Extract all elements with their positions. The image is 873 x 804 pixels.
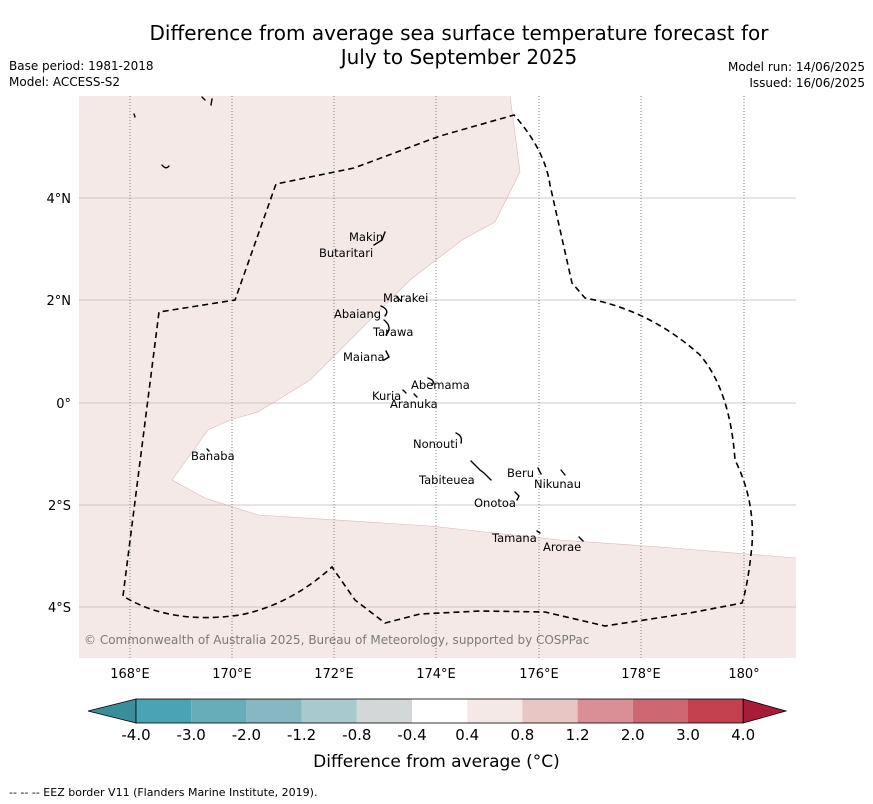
island-label-onotoa: Onotoa — [474, 496, 516, 510]
island-outlines — [133, 96, 584, 542]
base-period: Base period: 1981-2018 — [9, 59, 154, 73]
colorbar-bin — [191, 699, 247, 723]
lon-label: 168°E — [110, 667, 150, 682]
lat-label: 4°N — [47, 192, 72, 207]
colorbar-tick-label: 1.2 — [565, 726, 590, 744]
colorbar-bin — [632, 699, 688, 723]
colorbar-bin — [136, 699, 192, 723]
model-name: Model: ACCESS-S2 — [9, 75, 121, 89]
colorbar-tick-label: -0.8 — [342, 726, 372, 744]
model-info: Base period: 1981-2018 Model: ACCESS-S2 — [9, 58, 154, 90]
colorbar-label: Difference from average (°C) — [313, 752, 560, 772]
colorbar-extend-high — [742, 698, 788, 724]
colorbar-bin — [467, 699, 523, 723]
page-title: Difference from average sea surface temp… — [45, 21, 873, 69]
model-run: Model run: 14/06/2025 — [727, 60, 865, 74]
colorbar-bin — [522, 699, 578, 723]
colorbar-tick-label: 0.8 — [510, 726, 535, 744]
lon-label: 172°E — [314, 667, 354, 682]
title-line-2: July to September 2025 — [340, 45, 578, 69]
island-label-butaritari: Butaritari — [319, 246, 373, 260]
colorbar-tick-label: -2.0 — [231, 726, 262, 744]
lat-label: 0° — [56, 397, 71, 412]
island-label-aranuka: Aranuka — [390, 397, 438, 411]
colorbar-tick-label: 4.0 — [731, 726, 756, 744]
colorbar-tick-label: -4.0 — [121, 726, 151, 744]
colorbar-extend-low — [87, 698, 137, 724]
lat-label: 4°S — [48, 601, 71, 616]
lon-label: 180° — [728, 667, 759, 682]
issued-date: Issued: 16/06/2025 — [749, 76, 865, 90]
island-label-tamana: Tamana — [491, 531, 537, 545]
lat-label: 2°N — [47, 294, 72, 309]
colorbar-bin — [577, 699, 633, 723]
eez-credit: -- -- -- EEZ border V11 (Flanders Marine… — [9, 786, 318, 799]
lon-label: 170°E — [212, 667, 252, 682]
island-label-tarawa: Tarawa — [372, 325, 413, 339]
colorbar-bin — [356, 699, 412, 723]
colorbar — [87, 698, 788, 724]
title-line-1: Difference from average sea surface temp… — [149, 21, 769, 45]
colorbar-bin — [246, 699, 302, 723]
colorbar-tick-label: -1.2 — [286, 726, 317, 744]
colorbar-bin — [688, 699, 744, 723]
latitude-labels: 4°N 2°N 0° 2°S 4°S — [47, 192, 72, 616]
colorbar-bin — [301, 699, 357, 723]
island-label-maiana: Maiana — [343, 350, 385, 364]
copyright-notice: © Commonwealth of Australia 2025, Bureau… — [84, 633, 589, 647]
island-label-marakei: Marakei — [383, 291, 428, 305]
lat-label: 2°S — [48, 499, 71, 514]
run-info: Model run: 14/06/2025 Issued: 16/06/2025 — [728, 59, 865, 91]
island-label-arorae: Arorae — [543, 540, 581, 554]
island-label-kuria: Kuria — [372, 389, 401, 403]
region-boundary-line — [171, 96, 796, 559]
colorbar-tick-label: 3.0 — [676, 726, 700, 744]
island-label-nonouti: Nonouti — [413, 437, 458, 451]
island-label-nikunau: Nikunau — [534, 477, 581, 491]
eez-border — [122, 114, 754, 627]
colorbar-bin — [412, 699, 468, 723]
colorbar-tick-label: -3.0 — [176, 726, 206, 744]
longitude-labels: 168°E 170°E 172°E 174°E 176°E 178°E 180° — [110, 667, 759, 682]
grid-lines — [79, 96, 796, 658]
neutral-anomaly-region — [172, 96, 796, 558]
colorbar-tick-label: 0.4 — [455, 726, 480, 744]
colorbar-tick-label: 2.0 — [620, 726, 645, 744]
island-label-tabiteuea: Tabiteuea — [418, 473, 475, 487]
lon-label: 176°E — [519, 667, 559, 682]
island-label-abemama: Abemama — [411, 378, 470, 392]
colorbar-outline — [135, 698, 744, 724]
island-label-abaiang: Abaiang — [334, 307, 381, 321]
lon-label: 174°E — [416, 667, 456, 682]
island-label-beru: Beru — [507, 466, 534, 480]
colorbar-tick-label: -0.4 — [397, 726, 427, 744]
lon-label: 178°E — [621, 667, 661, 682]
island-label-banaba: Banaba — [191, 449, 235, 463]
island-label-makin: Makin — [349, 230, 383, 244]
